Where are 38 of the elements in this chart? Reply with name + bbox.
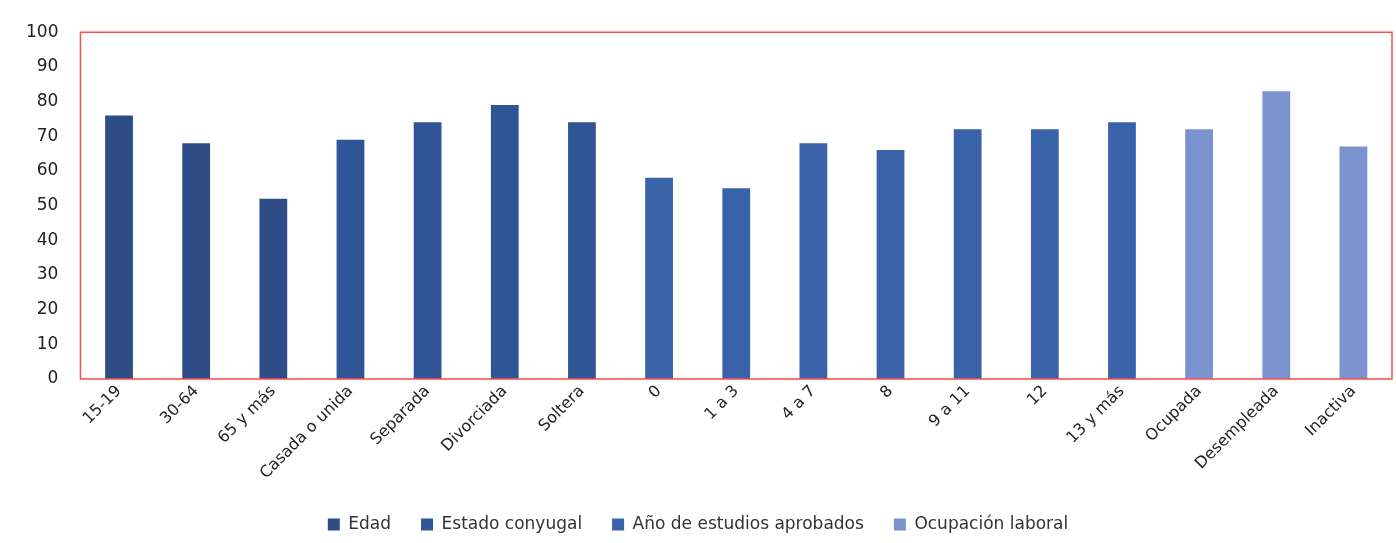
bar: [953, 129, 982, 379]
legend-label: Estado conyugal: [441, 512, 583, 533]
bar: [336, 139, 365, 379]
x-tick-label: 4 a 7: [777, 381, 820, 424]
bar: [1030, 129, 1059, 379]
x-tick-label: 0: [644, 381, 665, 402]
x-tick-label: 9 a 11: [924, 381, 974, 431]
bar: [568, 122, 596, 379]
bar: [1108, 122, 1136, 379]
y-tick-label: 90: [36, 55, 59, 76]
bar: [645, 177, 673, 379]
y-tick-label: 30: [36, 263, 59, 284]
x-tick-label: 8: [875, 381, 897, 402]
y-tick-label: 50: [36, 193, 59, 214]
y-tick-label: 70: [36, 124, 59, 145]
bar: [722, 188, 751, 379]
bar: [259, 198, 288, 379]
legend-label: Edad: [348, 512, 392, 533]
y-tick-label: 0: [47, 367, 59, 388]
y-tick-label: 40: [36, 228, 59, 249]
bar: [876, 150, 905, 379]
bar: [413, 122, 442, 379]
bar: [1262, 91, 1291, 379]
y-tick-label: 60: [36, 159, 59, 180]
bar: [182, 143, 211, 379]
x-tick-label: 1 a 3: [700, 381, 742, 424]
y-tick-label: 80: [36, 89, 59, 110]
y-tick-label: 20: [36, 298, 59, 319]
bar: [490, 105, 519, 379]
legend-label: Año de estudios aprobados: [632, 512, 865, 533]
x-tick-label: 12: [1022, 381, 1051, 409]
y-tick-label: 100: [25, 20, 59, 41]
y-tick-label: 10: [36, 332, 59, 353]
bar: [1185, 129, 1214, 379]
bar: [1339, 146, 1368, 379]
legend-label: Ocupación laboral: [914, 512, 1069, 533]
bar: [105, 115, 133, 379]
bar: [799, 143, 828, 379]
